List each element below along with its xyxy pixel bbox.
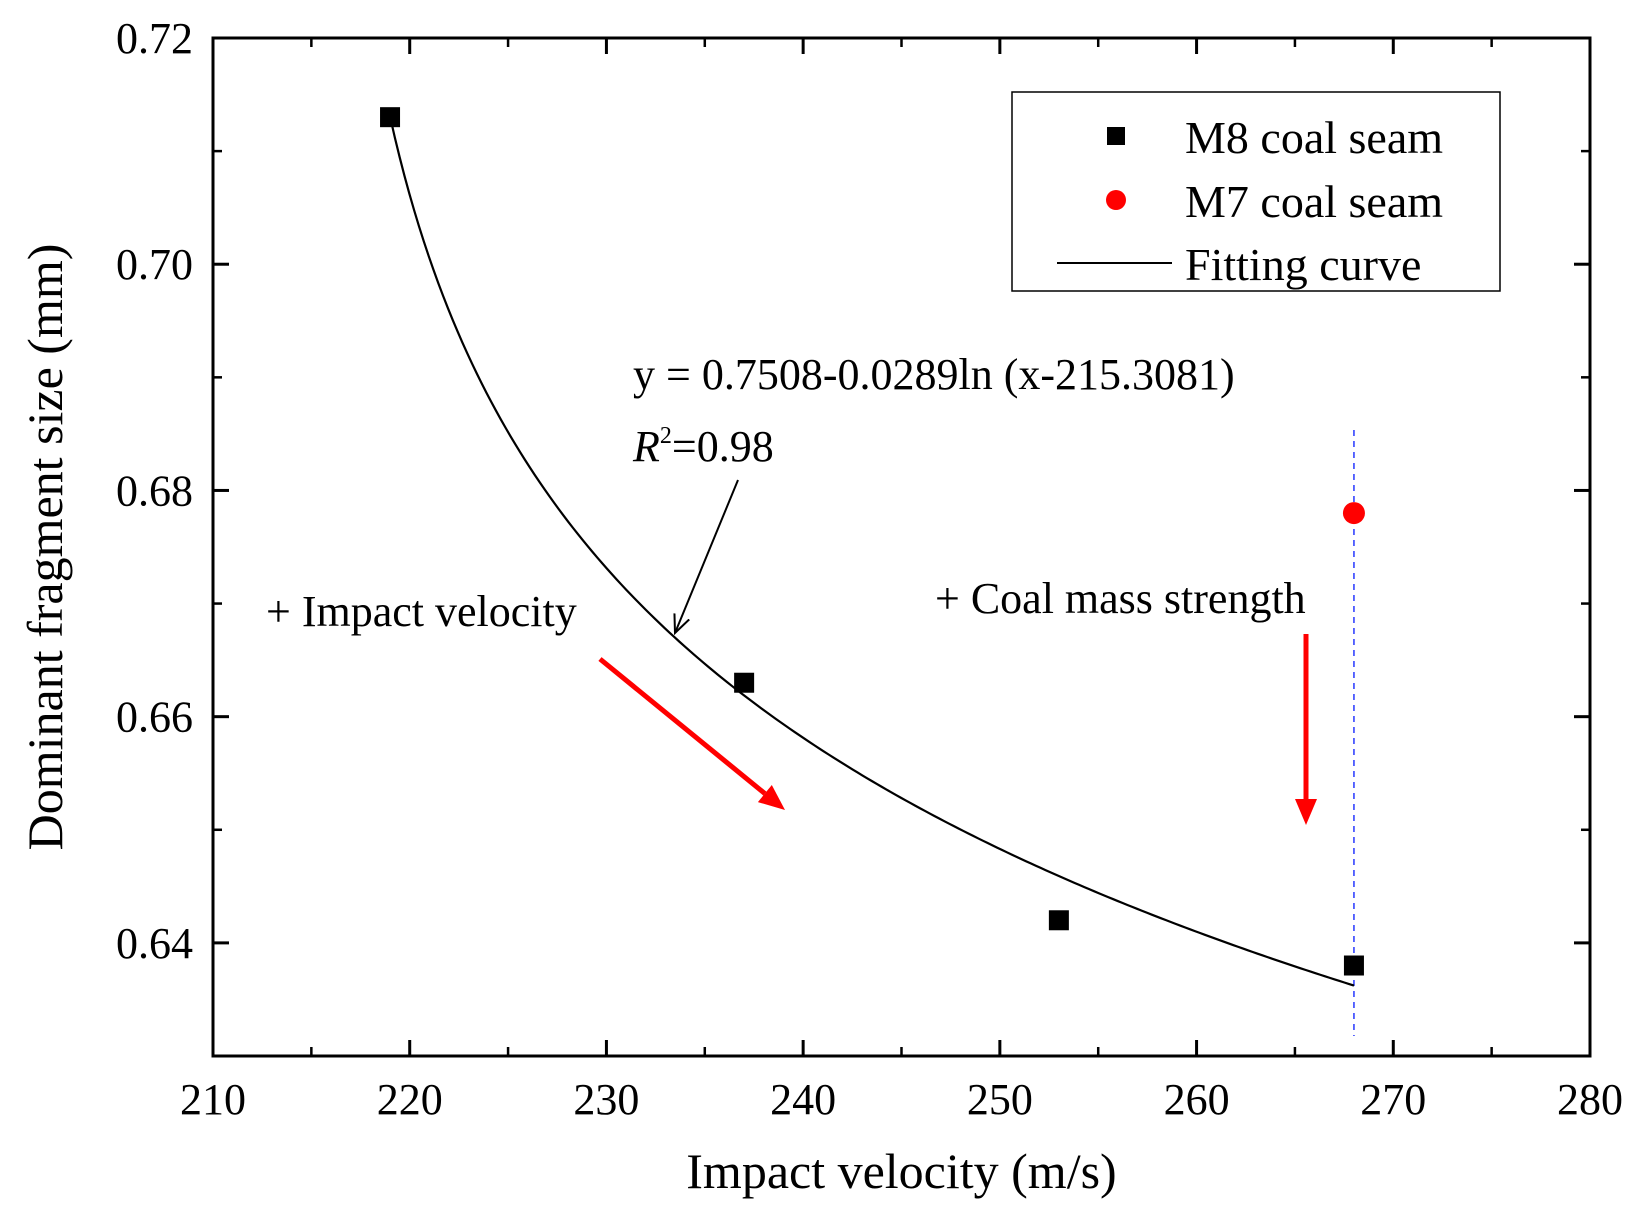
x-tick-label: 240	[770, 1075, 836, 1124]
annotation-coal-mass-strength: + Coal mass strength	[935, 574, 1306, 623]
y-axis-title: Dominant fragment size (mm)	[17, 244, 73, 851]
legend-label-m7: M7 coal seam	[1185, 176, 1443, 227]
legend-box	[1011, 91, 1501, 292]
x-tick-label: 250	[967, 1075, 1033, 1124]
data-points	[380, 107, 1365, 976]
x-tick-label: 230	[573, 1075, 639, 1124]
y-tick-label: 0.72	[116, 14, 193, 63]
y-tick-label: 0.64	[116, 919, 193, 968]
y-tick-label: 0.68	[116, 466, 193, 515]
coal-strength-arrow-head	[1295, 799, 1317, 825]
x-tick-label: 260	[1164, 1075, 1230, 1124]
data-point-m8	[734, 672, 755, 693]
coal-strength-arrow	[1295, 634, 1317, 825]
legend-label-fit: Fitting curve	[1185, 239, 1421, 290]
equation-pointer-arrow	[675, 479, 739, 633]
fitting-curve	[388, 116, 1355, 987]
r-squared: R2=0.98	[632, 422, 774, 471]
annotation-impact-velocity: + Impact velocity	[266, 587, 577, 636]
y-tick-label: 0.66	[116, 693, 193, 742]
legend-marker-m8	[1107, 127, 1125, 145]
x-tick-label: 280	[1557, 1075, 1623, 1124]
x-axis-title: Impact velocity (m/s)	[686, 1143, 1116, 1199]
data-point-m8	[1048, 910, 1069, 931]
axis-ticks	[211, 36, 1592, 1058]
impact-velocity-arrow-head	[757, 785, 785, 810]
data-point-m7	[1342, 502, 1365, 525]
data-point-m8	[1343, 955, 1364, 976]
x-tick-label: 220	[377, 1075, 443, 1124]
legend: M8 coal seam M7 coal seam Fitting curve	[1011, 91, 1501, 292]
tick-labels: 210 220 230 240 250 260 270 280 0.64 0.66 0.68 0.70…	[116, 14, 1623, 1124]
legend-label-m8: M8 coal seam	[1185, 112, 1443, 163]
impact-velocity-arrow	[598, 657, 785, 810]
x-tick-label: 210	[180, 1075, 246, 1124]
impact-velocity-arrow-shaft	[598, 657, 767, 796]
y-tick-label: 0.70	[116, 240, 193, 289]
x-tick-label: 270	[1360, 1075, 1426, 1124]
legend-marker-m7	[1106, 190, 1126, 210]
trend-arrows	[598, 634, 1317, 825]
data-point-m8	[380, 107, 401, 128]
fit-equation: y = 0.7508-0.0289ln (x-215.3081)	[633, 350, 1235, 399]
